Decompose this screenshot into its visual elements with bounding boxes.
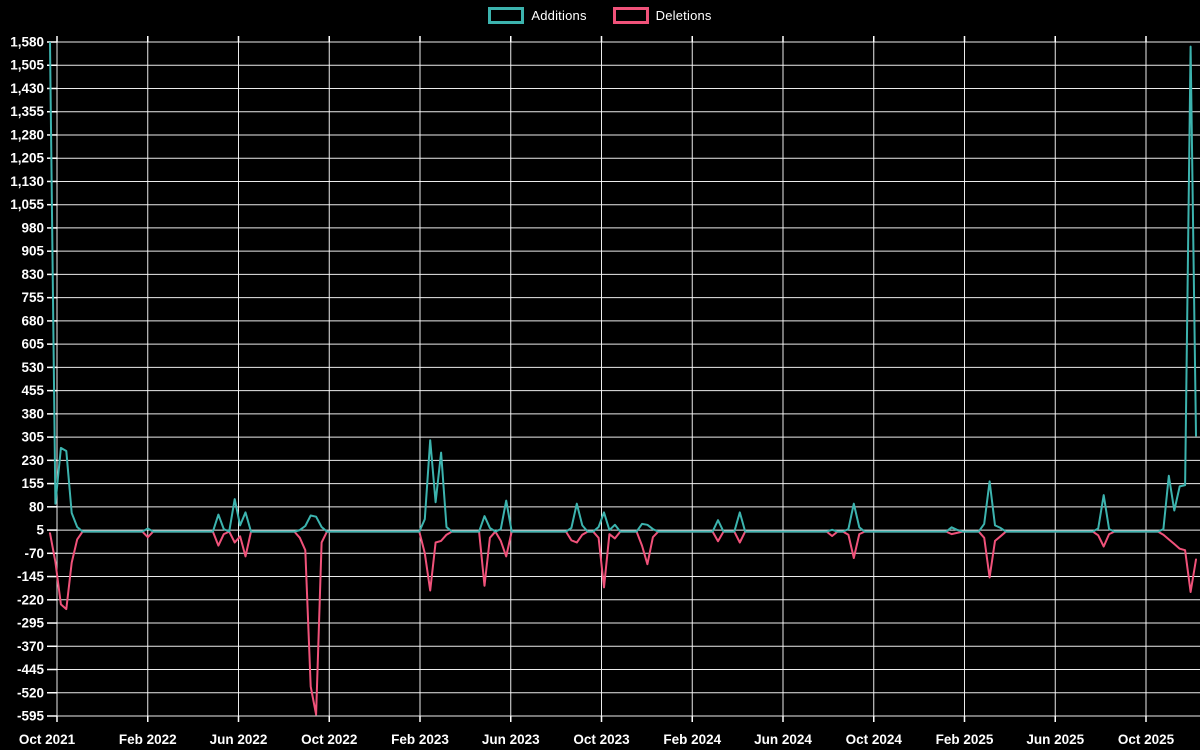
y-axis-tick-label: 380 (21, 406, 44, 421)
x-axis-tick-label: Feb 2024 (663, 732, 721, 747)
y-axis-tick-label: 1,580 (10, 35, 44, 50)
y-axis-tick-label: -70 (24, 546, 44, 561)
x-axis-tick-label: Oct 2023 (573, 732, 630, 747)
y-axis-tick-label: 605 (21, 337, 44, 352)
y-axis-tick-label: -145 (17, 569, 45, 584)
y-axis-tick-label: -520 (17, 685, 44, 700)
y-axis-tick-label: 80 (29, 499, 44, 514)
y-axis-tick-label: 905 (21, 244, 44, 259)
legend-item-deletions[interactable]: Deletions (612, 7, 712, 24)
y-axis-tick-label: 755 (21, 290, 44, 305)
x-axis-tick-label: Jun 2024 (754, 732, 812, 747)
legend-item-additions[interactable]: Additions (488, 7, 586, 24)
additions-legend-label: Additions (531, 8, 587, 23)
y-axis-tick-label: 1,055 (10, 197, 44, 212)
x-axis-tick-label: Jun 2022 (210, 732, 268, 747)
y-axis-tick-label: 1,505 (10, 58, 44, 73)
x-axis-tick-label: Jun 2025 (1026, 732, 1084, 747)
y-axis-tick-label: 830 (21, 267, 44, 282)
x-axis-tick-label: Oct 2025 (1118, 732, 1175, 747)
x-axis-tick-label: Feb 2022 (119, 732, 177, 747)
y-axis-tick-label: 1,130 (10, 174, 44, 189)
y-axis-tick-label: 5 (36, 523, 44, 538)
y-axis-tick-label: 1,430 (10, 81, 44, 96)
y-axis-tick-label: -445 (17, 662, 45, 677)
y-axis-tick-label: -220 (17, 592, 44, 607)
y-axis-tick-label: 155 (21, 476, 44, 491)
x-axis-tick-label: Oct 2024 (846, 732, 903, 747)
y-axis-tick-label: -595 (17, 709, 45, 724)
y-axis-tick-label: 1,355 (10, 104, 44, 119)
deletions-legend-label: Deletions (655, 8, 712, 23)
additions-swatch-icon (488, 7, 525, 24)
x-axis-tick-label: Jun 2023 (482, 732, 540, 747)
chart-legend: Additions Deletions (0, 7, 1200, 24)
y-axis-tick-label: 980 (21, 220, 44, 235)
x-axis-tick-label: Oct 2022 (301, 732, 357, 747)
y-axis-tick-label: -295 (17, 616, 45, 631)
y-axis-tick-label: 680 (21, 313, 44, 328)
y-axis-tick-label: 230 (21, 453, 44, 468)
y-axis-tick-label: 455 (21, 383, 44, 398)
y-axis-tick-label: 1,280 (10, 127, 44, 142)
y-axis-tick-label: 305 (21, 430, 44, 445)
additions-line (49, 41, 1197, 533)
y-axis-tick-label: 1,205 (10, 151, 44, 166)
x-axis-tick-label: Feb 2023 (391, 732, 449, 747)
y-axis-tick-label: -370 (17, 639, 44, 654)
deletions-swatch-icon (612, 7, 649, 24)
y-axis-tick-label: 530 (21, 360, 44, 375)
x-axis-tick-label: Feb 2025 (936, 732, 994, 747)
x-axis-tick-label: Oct 2021 (19, 732, 76, 747)
